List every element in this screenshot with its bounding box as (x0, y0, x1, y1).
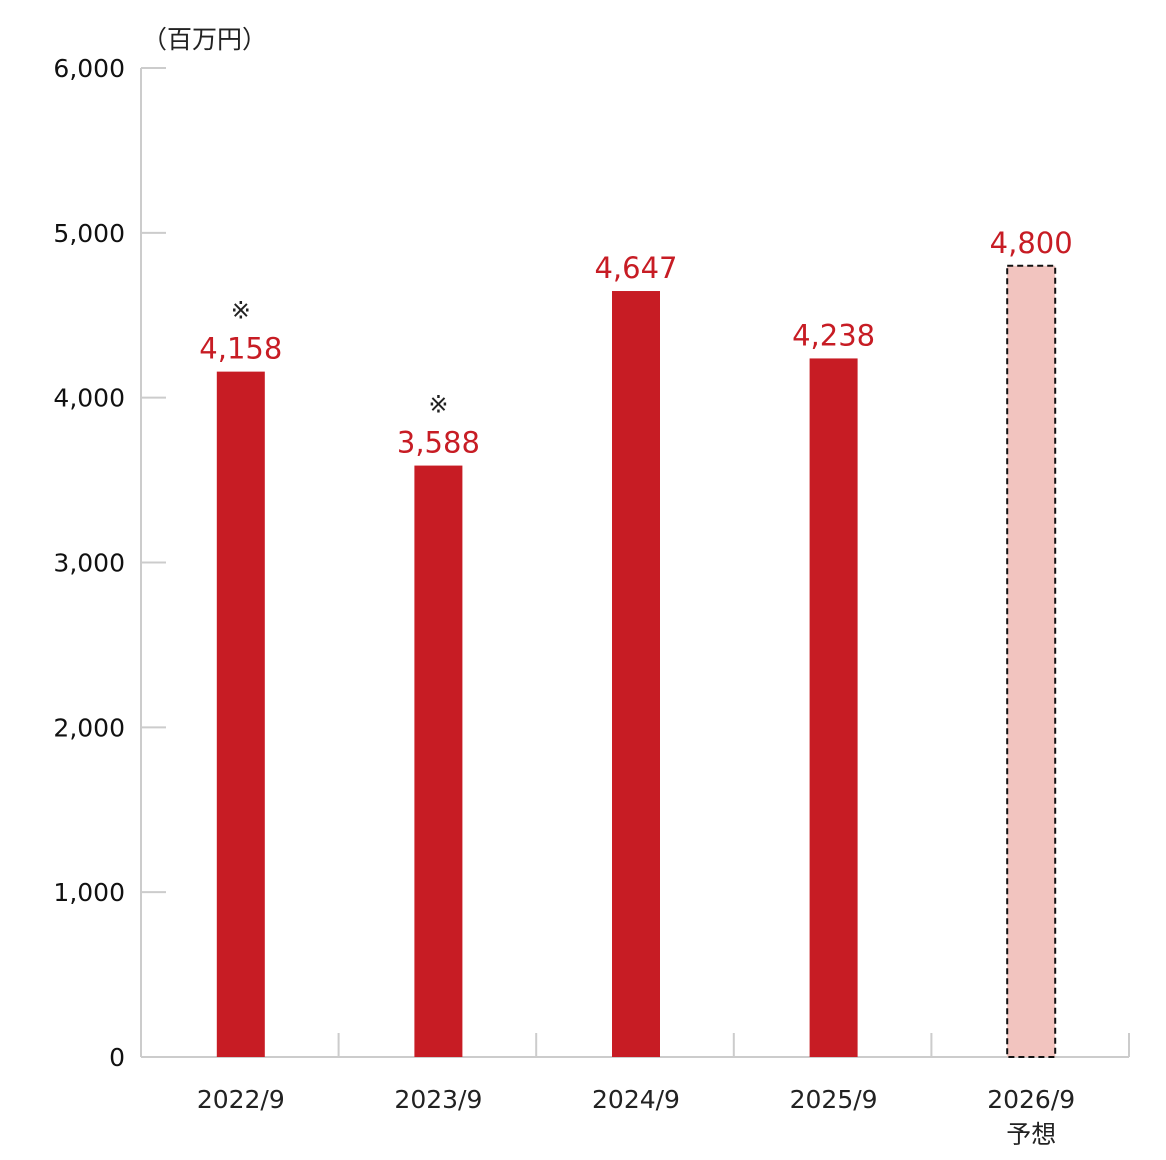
value-label: 4,238 (792, 318, 875, 352)
y-tick-label: 5,000 (53, 219, 125, 248)
x-tick-label: 2023/9 (394, 1085, 482, 1114)
y-tick-label: 2,000 (53, 713, 125, 742)
value-label: 4,647 (594, 251, 677, 285)
value-label: 3,588 (397, 426, 480, 460)
y-tick-label: 1,000 (53, 878, 125, 907)
bar-forecast (1006, 264, 1057, 1058)
x-tick-label: 2022/9 (197, 1085, 285, 1114)
y-tick-label: 4,000 (53, 384, 125, 413)
x-tick-label: 2026/9 (987, 1085, 1075, 1114)
bar (414, 465, 463, 1057)
bar (216, 371, 265, 1057)
x-tick-label: 2025/9 (790, 1085, 878, 1114)
note-mark: ※ (231, 297, 251, 325)
unit-label: （百万円） (142, 25, 267, 54)
value-label: 4,158 (199, 332, 282, 366)
x-tick-sublabel: 予想 (1006, 1120, 1056, 1149)
value-label: 4,800 (990, 226, 1073, 260)
y-tick-label: 6,000 (53, 54, 125, 83)
bar (809, 358, 858, 1057)
note-mark: ※ (428, 391, 448, 419)
bar (612, 291, 660, 1057)
y-tick-label: 3,000 (53, 549, 125, 578)
x-tick-label: 2024/9 (592, 1085, 680, 1114)
y-tick-label: 0 (109, 1043, 125, 1072)
